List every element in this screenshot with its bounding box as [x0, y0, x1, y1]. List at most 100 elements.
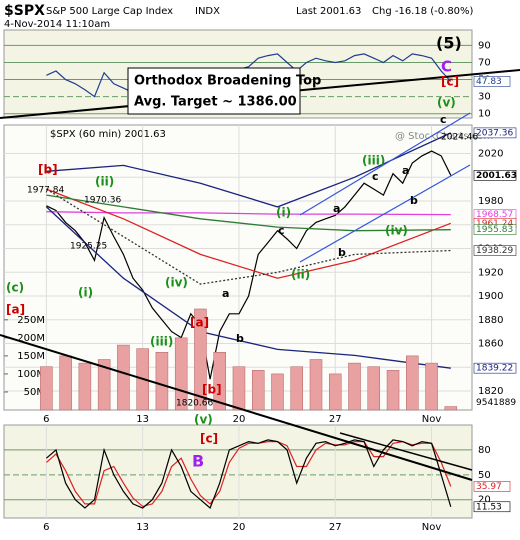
value-tag	[473, 127, 517, 139]
x-tick-label: Nov	[422, 522, 442, 533]
value-tag	[473, 481, 511, 492]
x-tick-label: Nov	[422, 414, 442, 425]
volume-bar	[444, 406, 458, 411]
wave-label: C	[441, 58, 452, 76]
series-line	[46, 194, 451, 232]
x-tick-label: 27	[329, 522, 342, 533]
wave-label: 2024.46	[441, 133, 478, 143]
series-line	[46, 150, 452, 380]
volume-bar	[78, 362, 92, 411]
x-tick-label: 6	[43, 414, 49, 425]
y-tick-label: 50M	[24, 387, 45, 398]
series-line	[46, 211, 451, 216]
wave-label: (iii)	[362, 154, 385, 168]
y-tick-label: 20	[478, 495, 491, 506]
volume-bar	[348, 362, 361, 411]
value-label: 35.97	[476, 482, 502, 492]
wave-label: (i)	[276, 206, 291, 220]
series-line	[46, 53, 452, 103]
value-label: 1839.22	[476, 364, 513, 374]
volume-bar	[386, 370, 400, 411]
x-tick-label: 20	[233, 414, 246, 425]
y-tick-label: 1880	[478, 315, 503, 326]
series-line	[46, 132, 452, 208]
y-tick-label: 90	[478, 40, 491, 51]
volume-bar	[40, 366, 53, 411]
value-tag	[473, 501, 511, 513]
y-tick-label: 70	[478, 57, 491, 68]
volume-bar	[367, 366, 381, 411]
wave-label: c	[440, 113, 447, 126]
exchange: INDX	[195, 6, 220, 17]
volume-bar	[251, 370, 265, 411]
volume-bar	[213, 352, 226, 411]
wave-label: b	[236, 332, 244, 345]
value-label: 11.53	[476, 502, 502, 512]
value-label: 1961.24	[476, 219, 513, 229]
wave-label: (c)	[6, 281, 24, 295]
value-tag	[473, 170, 517, 181]
wave-label: 1977.84	[27, 186, 64, 196]
wave-label: a	[402, 164, 409, 177]
wave-label: [b]	[38, 163, 58, 177]
value-label: 1938.29	[476, 246, 513, 256]
timestamp: 4-Nov-2014 11:10am	[4, 19, 110, 30]
value-tag	[473, 224, 517, 236]
wave-label: (v)	[437, 96, 456, 110]
wave-label: a	[333, 202, 340, 215]
wave-label: c	[372, 170, 379, 183]
oscillator-panel	[3, 424, 473, 519]
series-line	[46, 188, 452, 279]
y-tick-label: 80	[478, 445, 491, 456]
volume-bar	[97, 359, 111, 411]
wave-label: 1970.36	[84, 196, 121, 206]
symbol: $SPX	[4, 3, 45, 19]
trend-line	[299, 164, 471, 263]
volume-bar	[425, 362, 438, 411]
last-price: Last 2001.63	[296, 6, 361, 17]
y-tick-label: 1920	[478, 267, 503, 278]
trend-line	[299, 112, 471, 216]
volume-bar	[194, 308, 207, 411]
series-line	[46, 440, 452, 508]
wave-label: [c]	[441, 75, 459, 89]
trend-line	[0, 334, 473, 481]
value-label: 1968.57	[476, 210, 513, 220]
x-tick-label: 13	[136, 414, 149, 425]
value-label: 47.83	[476, 77, 502, 87]
wave-label: (i)	[78, 286, 93, 300]
y-tick-label: 150M	[17, 351, 45, 362]
y-tick-label: 1900	[478, 291, 503, 302]
note-line: Orthodox Broadening Top	[134, 74, 321, 89]
volume-bar	[117, 344, 130, 411]
wave-label: (iv)	[385, 224, 408, 238]
y-tick-label: 200M	[17, 333, 45, 344]
volume-bar	[155, 352, 169, 411]
volume-bar	[406, 355, 419, 411]
value-tag	[473, 362, 517, 374]
wave-label: [a]	[190, 316, 209, 330]
index-name: S&P 500 Large Cap Index	[46, 6, 173, 17]
x-tick-label: 13	[136, 522, 149, 533]
series-line	[45, 206, 451, 369]
volume-bar	[329, 373, 342, 411]
value-label: 2037.36	[476, 128, 513, 138]
wave-label: 1925.25	[70, 242, 107, 252]
y-tick-label: 1980	[478, 196, 503, 207]
wave-label: [b]	[202, 383, 222, 397]
wave-label: (ii)	[95, 175, 114, 189]
note-box	[127, 67, 301, 115]
y-tick-label: 10	[478, 109, 491, 120]
value-label: 1955.83	[476, 225, 513, 235]
y-tick-label: 50	[478, 470, 491, 481]
trend-line	[339, 432, 473, 471]
note-line: Avg. Target ~ 1386.00	[134, 95, 297, 110]
y-tick-label: 1820	[478, 386, 503, 397]
volume-label: 9541889	[476, 398, 516, 408]
volume-bar	[232, 366, 246, 411]
change: Chg -16.18 (-0.80%)	[372, 6, 474, 17]
wave-label: (iv)	[165, 276, 188, 290]
wave-label: (v)	[194, 413, 213, 427]
value-tag	[473, 76, 511, 87]
